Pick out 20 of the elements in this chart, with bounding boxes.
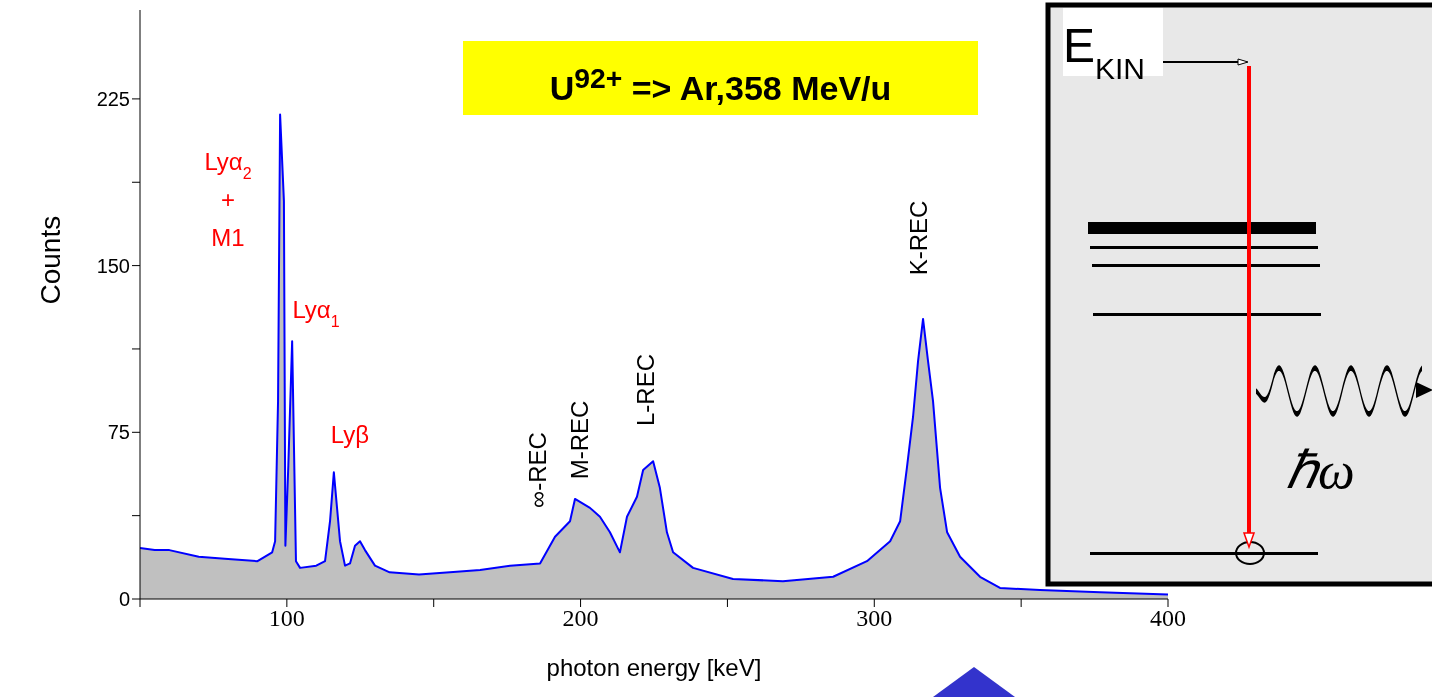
y-tick-label: 75 (107, 421, 130, 444)
annotation: K-REC (905, 200, 933, 276)
y-axis-title: Counts (34, 215, 66, 305)
x-axis-title: photon energy [keV] (546, 654, 762, 682)
x-tick-label: 400 (1150, 605, 1186, 632)
annotation: Lyβ (330, 421, 370, 448)
y-tick-label: 225 (96, 88, 130, 111)
x-tick-label: 100 (268, 605, 305, 632)
x-tick-label: 300 (856, 605, 893, 632)
annotation: M-REC (566, 400, 594, 480)
annotation: Lyα$_{2}$ + M1 (204, 148, 252, 251)
annotation: L-REC (632, 353, 660, 427)
x-tick-label: 200 (562, 605, 599, 632)
y-tick-label: 0 (118, 588, 130, 611)
annotation: Lyα$_{1}$ (292, 296, 340, 330)
annotation: ∞-REC (524, 432, 552, 508)
annotation: E$_{KIN}$ (1063, 19, 1146, 85)
y-tick-label: 150 (96, 254, 130, 277)
text: ℏω (1286, 442, 1355, 499)
text: U$^{92+}$ => Ar,358 MeV/u (549, 62, 892, 108)
